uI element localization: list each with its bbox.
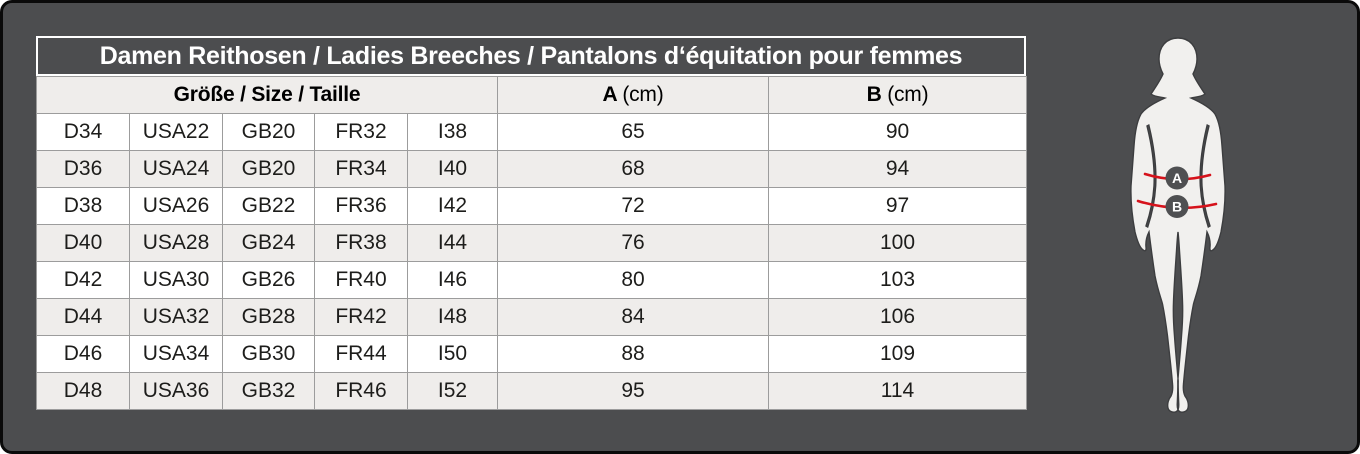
table-row: D48 USA36 GB32 FR46 I52 95 114 [36,372,1027,410]
size-cell-gb: GB30 [222,335,315,373]
measurement-diagram: A B [1123,35,1233,417]
size-cell-de: D46 [36,335,130,373]
size-cell-it: I52 [407,372,498,410]
size-cell-it: I48 [407,298,498,336]
measurement-b-cell: 103 [768,261,1027,299]
size-cell-de: D34 [36,113,130,151]
table-header-row: Größe / Size / Taille A (cm) B (cm) [36,76,1027,114]
measurement-b-cell: 97 [768,187,1027,225]
size-cell-gb: GB20 [222,150,315,188]
column-header-b: B (cm) [768,76,1027,114]
table-row: D36 USA24 GB20 FR34 I40 68 94 [36,150,1027,188]
size-table: Größe / Size / Taille A (cm) B (cm) D34 … [36,76,1027,410]
size-cell-de: D40 [36,224,130,262]
measure-b-label: B [866,83,882,106]
size-cell-gb: GB24 [222,224,315,262]
size-cell-usa: USA24 [129,150,223,188]
marker-b-badge [1165,195,1189,218]
chart-title: Damen Reithosen / Ladies Breeches / Pant… [36,36,1026,76]
size-cell-it: I44 [407,224,498,262]
marker-a-badge [1165,166,1189,190]
size-cell-it: I50 [407,335,498,373]
table-row: D44 USA32 GB28 FR42 I48 84 106 [36,298,1027,336]
size-cell-usa: USA36 [129,372,223,410]
measurement-a-cell: 68 [497,150,769,188]
measurement-b-cell: 90 [768,113,1027,151]
size-cell-de: D48 [36,372,130,410]
measurement-b-cell: 114 [768,372,1027,410]
size-cell-fr: FR38 [314,224,408,262]
measurement-b-cell: 100 [768,224,1027,262]
size-cell-it: I40 [407,150,498,188]
female-silhouette [1130,37,1226,413]
size-cell-it: I38 [407,113,498,151]
measurement-b-cell: 109 [768,335,1027,373]
measure-b-unit: (cm) [887,83,929,106]
size-cell-de: D42 [36,261,130,299]
size-cell-usa: USA30 [129,261,223,299]
measure-a-label: A [602,83,617,106]
measurement-b-cell: 106 [768,298,1027,336]
size-cell-de: D36 [36,150,130,188]
size-cell-gb: GB20 [222,113,315,151]
table-row: D34 USA22 GB20 FR32 I38 65 90 [36,113,1027,151]
measurement-a-cell: 95 [497,372,769,410]
size-cell-usa: USA28 [129,224,223,262]
size-cell-usa: USA26 [129,187,223,225]
size-cell-fr: FR36 [314,187,408,225]
column-header-a: A (cm) [497,76,769,114]
measurement-a-cell: 65 [497,113,769,151]
size-cell-gb: GB26 [222,261,315,299]
table-row: D42 USA30 GB26 FR40 I46 80 103 [36,261,1027,299]
size-cell-fr: FR40 [314,261,408,299]
measurement-b-cell: 94 [768,150,1027,188]
size-cell-de: D44 [36,298,130,336]
size-cell-fr: FR42 [314,298,408,336]
measurement-a-cell: 88 [497,335,769,373]
size-cell-fr: FR46 [314,372,408,410]
table-row: D38 USA26 GB22 FR36 I42 72 97 [36,187,1027,225]
size-cell-fr: FR34 [314,150,408,188]
measure-a-unit: (cm) [622,83,664,106]
table-row: D46 USA34 GB30 FR44 I50 88 109 [36,335,1027,373]
size-cell-de: D38 [36,187,130,225]
marker-b-label: B [1172,199,1182,215]
size-cell-gb: GB32 [222,372,315,410]
size-group-header: Größe / Size / Taille [36,76,498,114]
size-cell-gb: GB22 [222,187,315,225]
size-cell-usa: USA22 [129,113,223,151]
marker-a-label: A [1172,170,1182,186]
size-cell-usa: USA32 [129,298,223,336]
size-cell-it: I42 [407,187,498,225]
measurement-a-cell: 72 [497,187,769,225]
size-chart-table-block: Damen Reithosen / Ladies Breeches / Pant… [36,36,1027,410]
table-row: D40 USA28 GB24 FR38 I44 76 100 [36,224,1027,262]
size-cell-fr: FR44 [314,335,408,373]
size-cell-usa: USA34 [129,335,223,373]
measurement-a-cell: 80 [497,261,769,299]
size-cell-fr: FR32 [314,113,408,151]
size-cell-gb: GB28 [222,298,315,336]
measurement-a-cell: 84 [497,298,769,336]
measurement-a-cell: 76 [497,224,769,262]
size-cell-it: I46 [407,261,498,299]
